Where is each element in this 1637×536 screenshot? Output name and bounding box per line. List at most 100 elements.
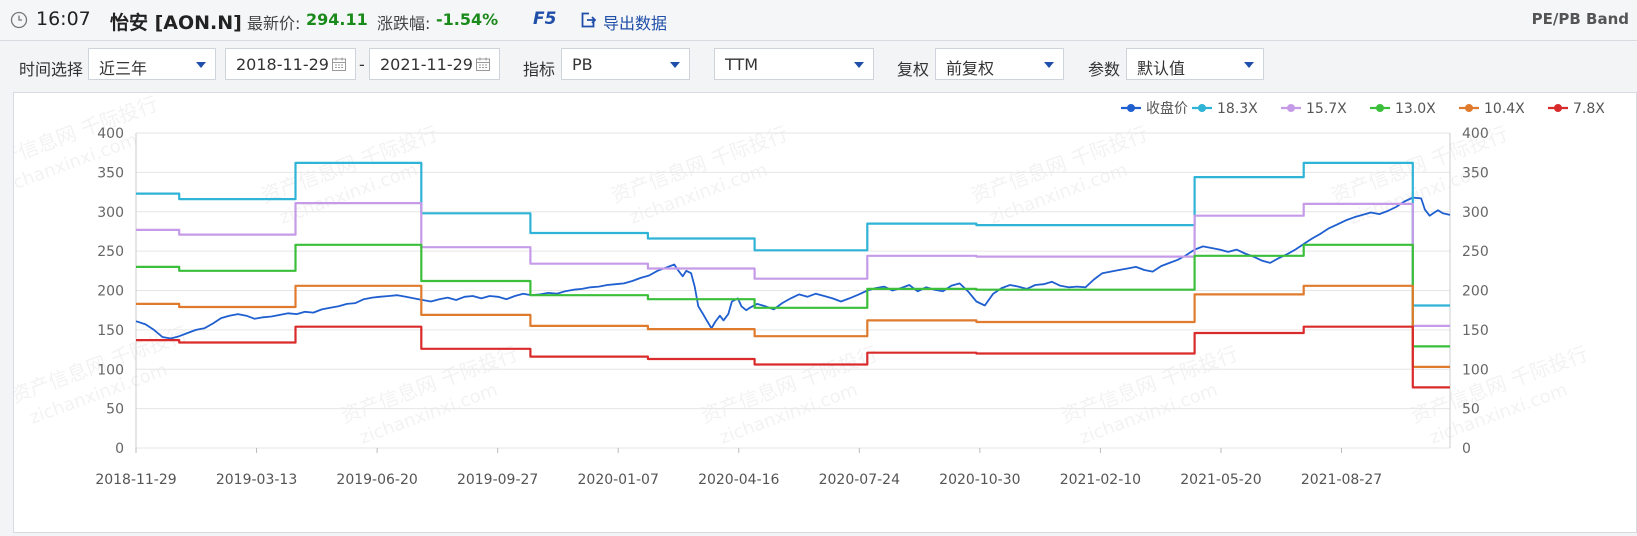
y-tick-label-right: 250	[1462, 244, 1489, 260]
legend-label: 18.3X	[1217, 101, 1258, 117]
param-value: 默认值	[1137, 59, 1186, 78]
param-label: 参数	[1088, 60, 1121, 79]
time-range-value: 近三年	[99, 59, 148, 78]
legend-label: 7.8X	[1573, 101, 1605, 117]
y-tick-label-left: 250	[97, 244, 124, 260]
legend-item[interactable]: 10.4X	[1459, 101, 1525, 117]
legend-label: 收盘价	[1146, 100, 1188, 117]
legend-item[interactable]: 13.0X	[1370, 101, 1436, 117]
chart-grid	[135, 132, 1451, 449]
clock-icon	[10, 11, 28, 29]
change-value: -1.54%	[436, 10, 499, 29]
series-line-7.8X	[136, 325, 1450, 389]
module-title: PE/PB Band	[1531, 10, 1629, 28]
legend-label: 10.4X	[1484, 101, 1525, 117]
x-tick-label: 2021-02-10	[1060, 472, 1141, 488]
x-tick-label: 2018-11-29	[95, 472, 176, 488]
series-line-18.3X	[136, 161, 1450, 307]
chevron-down-icon	[670, 62, 680, 68]
x-tick-label: 2020-04-16	[698, 472, 779, 488]
legend-marker	[1287, 104, 1295, 112]
indicator-select[interactable]: PB	[561, 48, 690, 80]
time-select-label: 时间选择	[19, 60, 84, 79]
end-date-value: 2021-11-29	[380, 55, 473, 74]
y-tick-label-right: 150	[1462, 323, 1489, 339]
series-layer	[135, 161, 1451, 389]
chevron-down-icon	[854, 62, 864, 68]
export-icon[interactable]	[579, 11, 597, 29]
x-tick-label: 2020-07-24	[819, 472, 900, 488]
y-tick-label-left: 200	[97, 284, 124, 300]
y-axis-left: 0 50 100 150 200 250 300 350 400	[97, 126, 124, 457]
legend-item[interactable]: 收盘价	[1121, 100, 1188, 117]
x-tick-label: 2019-09-27	[457, 472, 538, 488]
legend-marker	[1465, 104, 1473, 112]
y-tick-label-left: 0	[115, 441, 124, 457]
indicator-value: PB	[572, 55, 593, 74]
header-bar: 16:07 怡安 [AON.N] 最新价: 294.11 涨跌幅: -1.54%…	[0, 0, 1637, 41]
end-date-picker[interactable]: 2021-11-29	[369, 48, 500, 80]
time-range-select[interactable]: 近三年	[88, 48, 216, 80]
legend-marker	[1376, 104, 1384, 112]
x-tick-label: 2020-10-30	[939, 472, 1020, 488]
y-tick-label-right: 200	[1462, 284, 1489, 300]
series-line-15.7X	[136, 202, 1450, 327]
y-axis-right: 0 50 100 150 200 250 300 350 400	[1462, 126, 1489, 457]
y-tick-label-left: 300	[97, 205, 124, 221]
legend-label: 15.7X	[1306, 101, 1347, 117]
adjust-label: 复权	[897, 60, 930, 79]
latest-price-value: 294.11	[306, 10, 368, 29]
start-date-value: 2018-11-29	[236, 55, 329, 74]
chart-panel: 资产信息网 千际投行 zichanxinxi.com 资产信息网 千际投行 zicha…	[0, 91, 1637, 533]
start-date-picker[interactable]: 2018-11-29	[225, 48, 356, 80]
y-tick-label-right: 400	[1462, 126, 1489, 142]
legend-item[interactable]: 18.3X	[1192, 101, 1258, 117]
param-select[interactable]: 默认值	[1126, 48, 1264, 80]
ttm-select[interactable]: TTM	[714, 48, 874, 80]
y-tick-label-left: 50	[106, 402, 124, 418]
calendar-icon	[332, 57, 346, 71]
y-tick-label-right: 350	[1462, 165, 1489, 181]
latest-price-label: 最新价:	[247, 14, 301, 33]
current-time: 16:07	[36, 8, 91, 30]
series-line-13.0X	[136, 243, 1450, 348]
chevron-down-icon	[1044, 62, 1054, 68]
chart-legend[interactable]: 收盘价 18.3X 15.7X 13.0X 10.4X 7.8X	[1121, 100, 1605, 117]
legend-marker	[1127, 104, 1135, 112]
adjust-value: 前复权	[946, 59, 995, 78]
x-tick-label: 2019-06-20	[336, 472, 417, 488]
ttm-value: TTM	[725, 55, 759, 74]
legend-label: 13.0X	[1395, 101, 1436, 117]
y-tick-label-right: 50	[1462, 402, 1480, 418]
f5-refresh-button[interactable]: F5	[533, 9, 557, 29]
calendar-icon	[476, 57, 490, 71]
y-tick-label-left: 150	[97, 323, 124, 339]
change-label: 涨跌幅:	[377, 14, 431, 33]
stock-name: 怡安 [AON.N]	[110, 12, 242, 34]
filter-toolbar: 时间选择 近三年 2018-11-29 - 2021-11-29 指标 PB T…	[0, 41, 1637, 89]
x-tick-label: 2021-05-20	[1180, 472, 1261, 488]
series-line-收盘价	[135, 196, 1451, 340]
legend-item[interactable]: 7.8X	[1548, 101, 1605, 117]
y-tick-label-left: 350	[97, 165, 124, 181]
y-tick-label-right: 100	[1462, 362, 1489, 378]
adjust-select[interactable]: 前复权	[935, 48, 1064, 80]
y-tick-label-right: 0	[1462, 441, 1471, 457]
series-line-10.4X	[136, 284, 1450, 368]
legend-marker	[1198, 104, 1206, 112]
export-data-button[interactable]: 导出数据	[603, 14, 668, 33]
chevron-down-icon	[1244, 62, 1254, 68]
date-separator: -	[359, 55, 365, 74]
y-tick-label-left: 100	[97, 362, 124, 378]
indicator-label: 指标	[523, 60, 556, 79]
legend-item[interactable]: 15.7X	[1281, 101, 1347, 117]
y-tick-label-left: 400	[97, 126, 124, 142]
